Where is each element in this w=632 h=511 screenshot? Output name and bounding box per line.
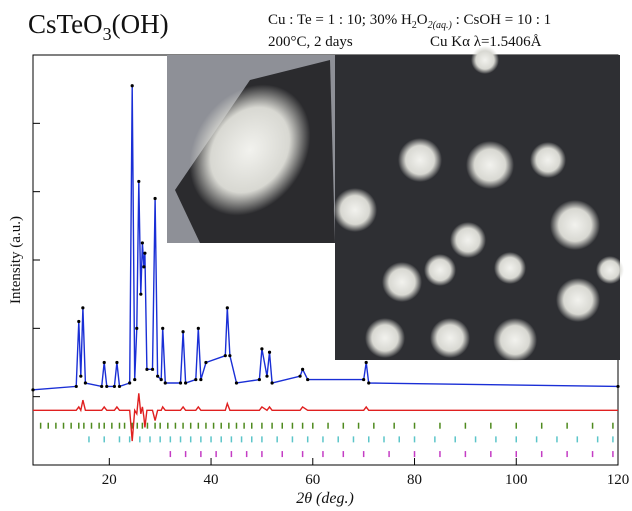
observed-point [616, 384, 620, 389]
photo-crystal [493, 318, 537, 362]
x-tick-label: 20 [102, 472, 117, 488]
observed-point [257, 377, 261, 382]
photo-crystal [430, 318, 470, 358]
observed-point [260, 347, 264, 351]
photo-crystal [471, 46, 499, 74]
observed-point [145, 367, 149, 371]
observed-point [301, 367, 305, 371]
observed-point [140, 241, 144, 245]
observed-point [74, 384, 78, 389]
observed-point [234, 381, 239, 385]
observed-point [105, 384, 109, 389]
observed-point [112, 384, 116, 389]
observed-point [298, 374, 302, 378]
photo-crystal [398, 138, 442, 182]
observed-point [178, 381, 183, 385]
observed-point [265, 374, 269, 378]
observed-point [83, 381, 87, 385]
wavelength: Cu Kα λ=1.5406Å [430, 34, 542, 50]
observed-point [228, 354, 232, 358]
observed-point [196, 326, 200, 330]
observed-point [102, 360, 106, 365]
observed-point [100, 384, 104, 389]
observed-point [79, 374, 83, 378]
observed-point [159, 377, 163, 382]
observed-point [150, 367, 155, 371]
photo-crystal [596, 256, 624, 284]
observed-point [161, 326, 165, 330]
observed-point [184, 381, 188, 385]
observed-point [128, 381, 132, 385]
conditions: Cu : Te = 1 : 10; 30% H2O2(aq.) : CsOH =… [268, 12, 551, 31]
observed-point [153, 196, 157, 201]
photo-crystal [424, 254, 456, 286]
observed-point [143, 251, 147, 255]
y-axis-label: Intensity (a.u.) [8, 216, 24, 304]
observed-point [181, 330, 185, 334]
observed-point [77, 319, 81, 324]
chart-title: CsTeO3(OH) [28, 9, 169, 44]
photo-crystal [556, 278, 600, 322]
photo-crystal [450, 222, 486, 258]
photo-crystal [550, 200, 600, 250]
observed-point [142, 265, 146, 269]
observed-point [225, 306, 229, 310]
observed-point [31, 388, 35, 392]
observed-point [137, 179, 141, 184]
x-tick-label: 60 [305, 472, 320, 488]
x-tick-label: 80 [407, 472, 422, 488]
observed-point [367, 381, 371, 385]
observed-point [163, 381, 167, 385]
observed-point [364, 360, 368, 365]
photo-crystal [466, 141, 514, 189]
photo-crystal [333, 188, 377, 232]
observed-point [267, 350, 272, 354]
observed-point [270, 381, 274, 385]
observed-point [306, 377, 310, 382]
observed-point [362, 377, 366, 382]
observed-point [139, 292, 143, 296]
photo-crystal [382, 262, 422, 302]
observed-point [130, 84, 134, 88]
photo-right [333, 46, 624, 362]
observed-point [115, 360, 119, 365]
x-tick-label: 120 [607, 472, 630, 488]
photo-left [167, 55, 335, 243]
observed-point [133, 377, 137, 382]
x-axis-label: 2θ (deg.) [296, 490, 354, 507]
photo-crystal [530, 142, 566, 178]
photo-crystal [189, 84, 311, 216]
difference-line [33, 393, 618, 442]
plot-area: 20 40 60 80 100 120 [31, 54, 630, 488]
x-tick-label: 40 [204, 472, 219, 488]
observed-point [135, 326, 139, 330]
conditions-line2: 200°C, 2 days [268, 34, 353, 50]
observed-point [81, 306, 85, 310]
observed-point [223, 354, 227, 358]
observed-point [194, 377, 198, 382]
observed-point [199, 377, 203, 382]
photo-crystal [365, 318, 405, 358]
observed-point [117, 384, 122, 389]
observed-point [204, 360, 208, 365]
observed-point [156, 374, 160, 378]
photo-crystal [494, 252, 526, 284]
x-tick-label: 100 [505, 472, 528, 488]
